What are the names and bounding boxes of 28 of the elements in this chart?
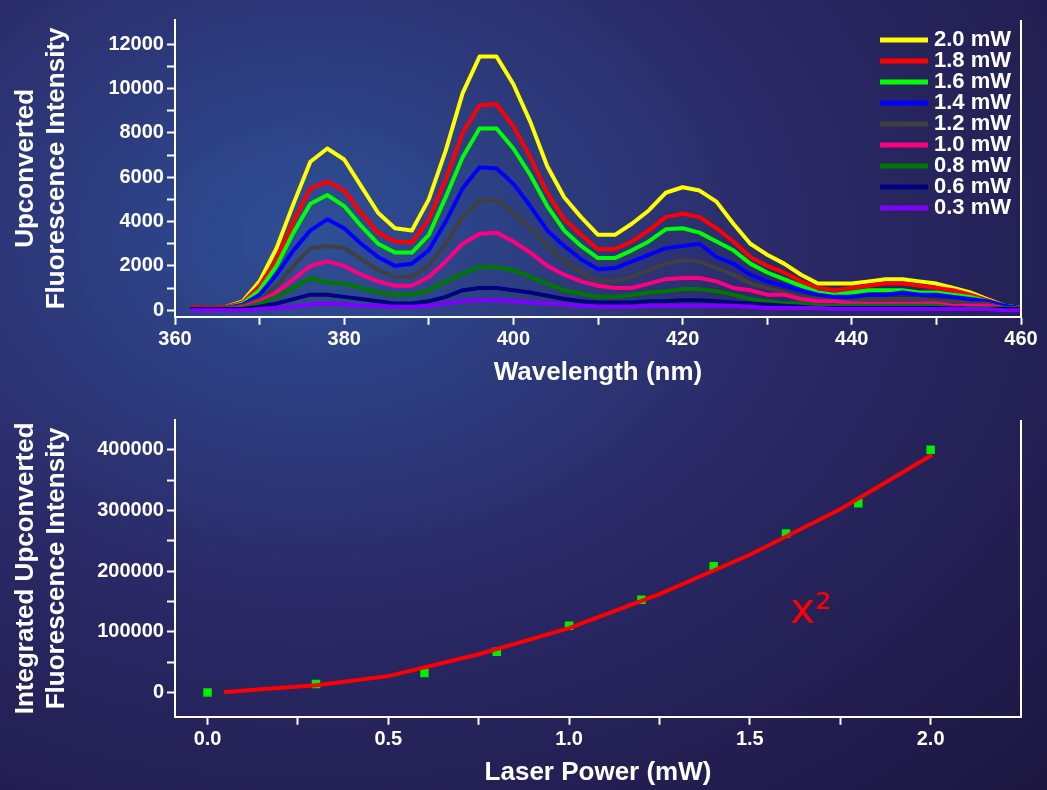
x-tick-label: 440 [835, 327, 869, 350]
y-tick-label: 12000 [108, 31, 164, 54]
annotation: x² [790, 583, 832, 633]
x-tick-label: 460 [1004, 327, 1038, 350]
x-tick-label: 2.0 [916, 727, 945, 750]
y-tick-label: 300000 [97, 497, 164, 520]
y-tick-label: 10000 [108, 76, 164, 99]
y-axis-title: Integrated Upconverted Fluorescence Intensity [8, 422, 70, 715]
x-tick-label: 0.0 [193, 727, 222, 750]
y-tick-label: 4000 [119, 209, 164, 232]
y-tick-label: 0 [152, 680, 164, 703]
y-tick-label: 400000 [97, 437, 164, 460]
y-tick-label: 2000 [119, 253, 164, 276]
x-tick-label: 360 [158, 327, 192, 350]
x-tick-label: 0.5 [374, 727, 403, 750]
x-axis-title: Laser Power (mW) [484, 755, 712, 786]
y-axis-title: Upconverted Fluorescence Intensity [8, 26, 70, 310]
y-tick-label: 8000 [119, 120, 164, 143]
y-tick-label: 6000 [119, 164, 164, 187]
x-tick-label: 380 [327, 327, 361, 350]
x-tick-label: 420 [665, 327, 700, 350]
y-tick-label: 0 [152, 297, 164, 320]
x-axis-title: Wavelength (nm) [493, 355, 703, 386]
x-tick-label: 1.5 [735, 727, 764, 750]
y-tick-label: 200000 [97, 558, 164, 581]
x-tick-label: 1.0 [555, 727, 583, 750]
x-tick-label: 400 [496, 327, 531, 350]
y-tick-label: 100000 [97, 619, 164, 642]
